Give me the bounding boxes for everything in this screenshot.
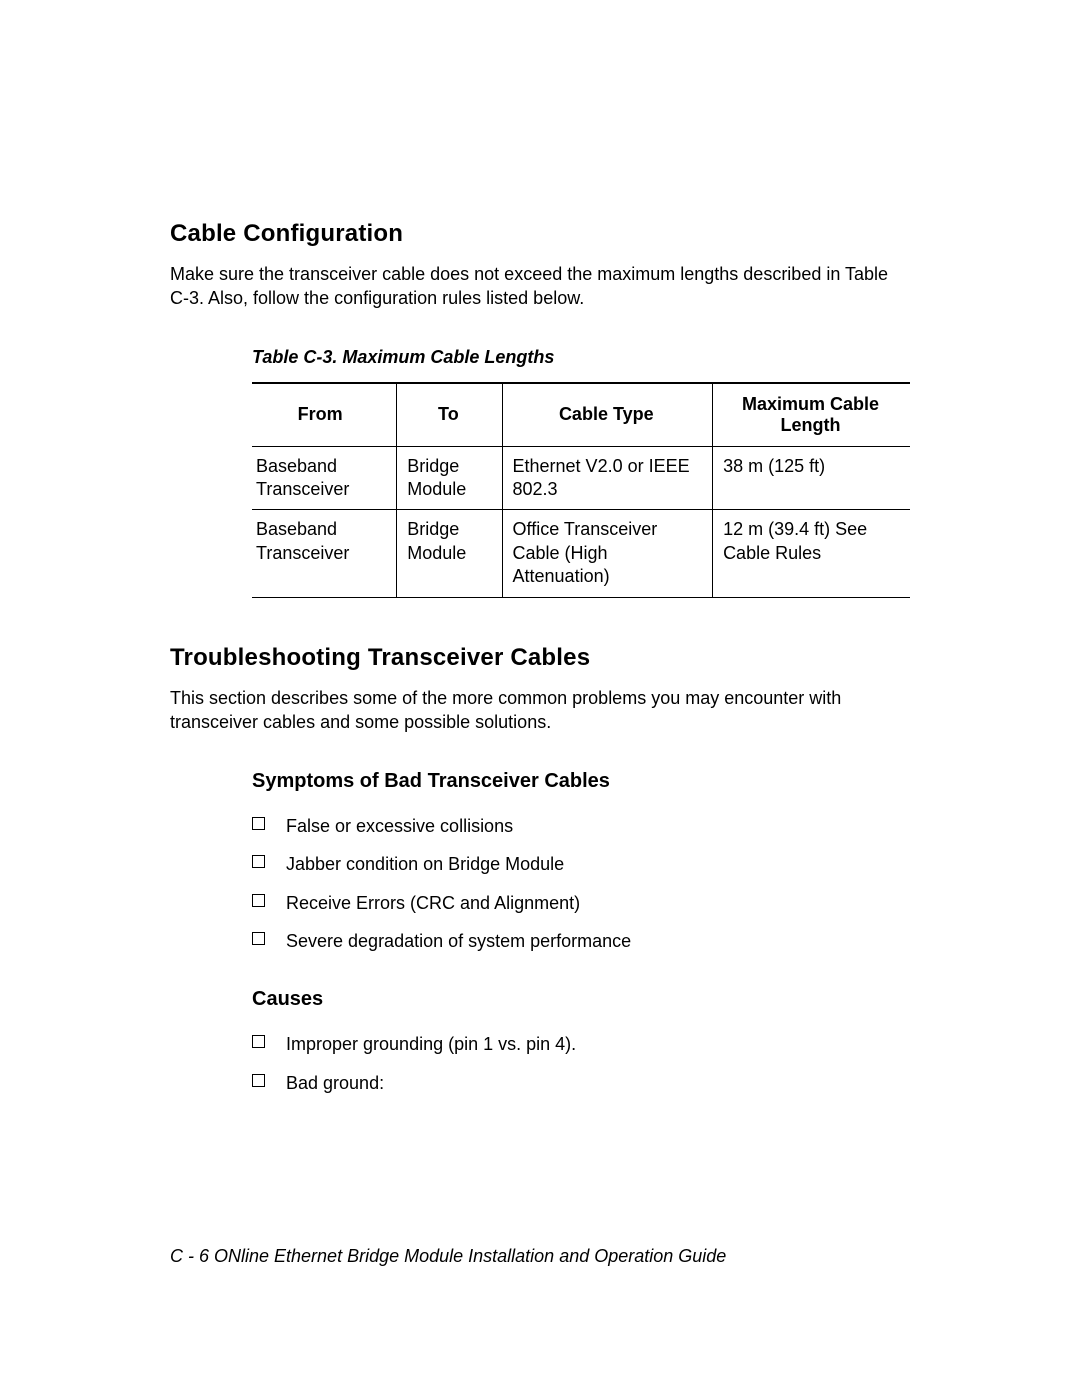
cell-max: 12 m (39.4 ft) See Cable Rules (713, 510, 910, 597)
heading-troubleshooting: Troubleshooting Transceiver Cables (170, 644, 910, 672)
list-item: Jabber condition on Bridge Module (252, 845, 910, 883)
cell-from: Baseband Transceiver (252, 510, 397, 597)
checkbox-icon (252, 855, 265, 868)
symptoms-list: False or excessive collisions Jabber con… (252, 807, 910, 960)
cell-from: Baseband Transceiver (252, 446, 397, 510)
cell-to: Bridge Module (397, 510, 502, 597)
table-header-row: From To Cable Type Maximum Cable Length (252, 383, 910, 447)
list-item: Improper grounding (pin 1 vs. pin 4). (252, 1025, 910, 1063)
heading-causes: Causes (252, 988, 910, 1011)
document-page: Cable Configuration Make sure the transc… (0, 0, 1080, 1397)
cell-max: 38 m (125 ft) (713, 446, 910, 510)
page-footer: C - 6 ONline Ethernet Bridge Module Inst… (170, 1246, 726, 1267)
checkbox-icon (252, 894, 265, 907)
col-header-from: From (252, 383, 397, 447)
list-item: Bad ground: (252, 1064, 910, 1102)
checkbox-icon (252, 932, 265, 945)
table-row: Baseband Transceiver Bridge Module Ether… (252, 446, 910, 510)
list-item-text: Receive Errors (CRC and Alignment) (286, 893, 580, 913)
checkbox-icon (252, 817, 265, 830)
table-block: Table C-3. Maximum Cable Lengths From To… (252, 347, 910, 598)
list-item-text: False or excessive collisions (286, 816, 513, 836)
list-item: False or excessive collisions (252, 807, 910, 845)
heading-symptoms: Symptoms of Bad Transceiver Cables (252, 770, 910, 793)
col-header-type: Cable Type (502, 383, 713, 447)
col-header-max: Maximum Cable Length (713, 383, 910, 447)
list-item-text: Improper grounding (pin 1 vs. pin 4). (286, 1034, 576, 1054)
causes-list: Improper grounding (pin 1 vs. pin 4). Ba… (252, 1025, 910, 1102)
symptoms-block: Symptoms of Bad Transceiver Cables False… (252, 770, 910, 1102)
cell-type: Office Transceiver Cable (High Attenuati… (502, 510, 713, 597)
list-item-text: Severe degradation of system performance (286, 931, 631, 951)
paragraph-cable-config: Make sure the transceiver cable does not… (170, 262, 910, 311)
col-header-to: To (397, 383, 502, 447)
table-cable-lengths: From To Cable Type Maximum Cable Length … (252, 382, 910, 598)
list-item: Receive Errors (CRC and Alignment) (252, 884, 910, 922)
list-item-text: Bad ground: (286, 1073, 384, 1093)
cell-type: Ethernet V2.0 or IEEE 802.3 (502, 446, 713, 510)
list-item: Severe degradation of system performance (252, 922, 910, 960)
checkbox-icon (252, 1074, 265, 1087)
table-caption: Table C-3. Maximum Cable Lengths (252, 347, 910, 368)
paragraph-troubleshooting: This section describes some of the more … (170, 686, 910, 735)
heading-cable-configuration: Cable Configuration (170, 220, 910, 248)
checkbox-icon (252, 1035, 265, 1048)
list-item-text: Jabber condition on Bridge Module (286, 854, 564, 874)
table-row: Baseband Transceiver Bridge Module Offic… (252, 510, 910, 597)
cell-to: Bridge Module (397, 446, 502, 510)
